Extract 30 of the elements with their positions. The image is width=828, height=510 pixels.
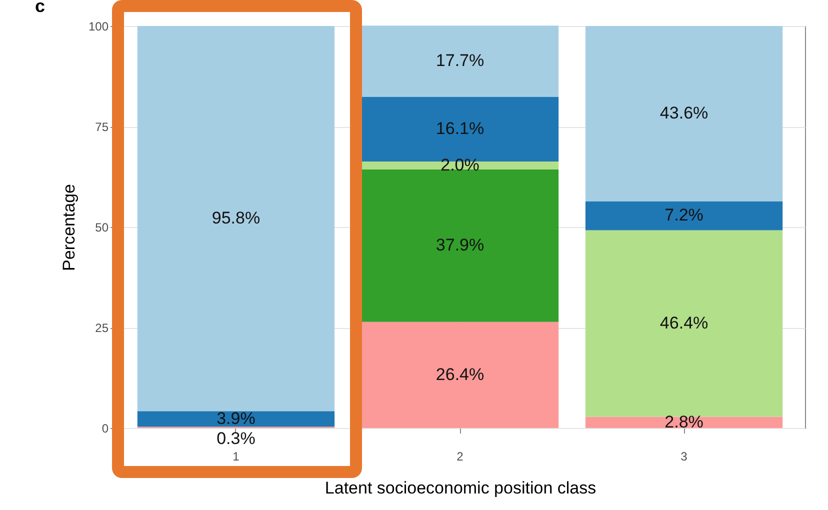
x-tick-label: 1 xyxy=(232,450,240,464)
x-axis-title: Latent socioeconomic position class xyxy=(324,478,596,498)
bar xyxy=(585,26,783,202)
y-tick-label: 100 xyxy=(88,20,109,34)
data-label: 3.9% xyxy=(216,408,256,428)
y-axis-title: Percentage xyxy=(59,184,78,271)
y-tick-label: 75 xyxy=(95,120,109,134)
data-label: 43.6% xyxy=(660,104,708,123)
bar xyxy=(137,411,335,427)
y-tick-label: 25 xyxy=(95,321,109,335)
y-tick-label: 50 xyxy=(95,220,109,234)
chart-title: c xyxy=(35,0,46,16)
bar xyxy=(585,201,783,230)
data-label: 46.4% xyxy=(660,313,708,332)
data-label: 95.8% xyxy=(212,208,260,228)
bar xyxy=(585,230,783,417)
x-tick-label: 3 xyxy=(680,450,688,464)
data-label: 37.9% xyxy=(436,236,484,255)
bar xyxy=(361,170,559,322)
bar xyxy=(585,416,783,428)
y-tick-label: 0 xyxy=(102,422,109,436)
data-label: 16.1% xyxy=(436,119,484,138)
data-label: 26.4% xyxy=(436,364,484,384)
data-label: 2.8% xyxy=(664,412,704,432)
data-label: 0.3% xyxy=(216,429,256,448)
data-label: 17.7% xyxy=(436,51,484,70)
data-label: 7.2% xyxy=(664,206,704,225)
bar xyxy=(361,322,559,428)
bar xyxy=(361,26,559,97)
x-tick-label: 2 xyxy=(456,450,464,464)
